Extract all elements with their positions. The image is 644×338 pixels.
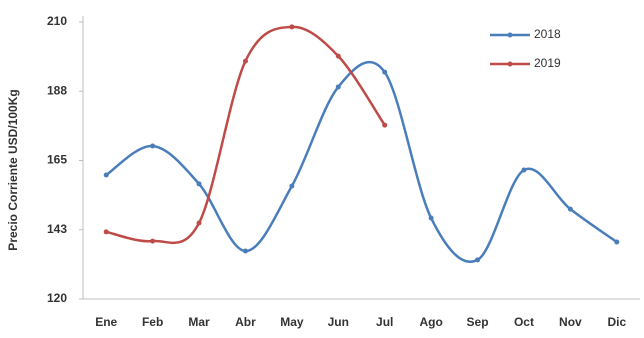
point	[289, 24, 295, 30]
point	[521, 167, 527, 173]
point	[428, 215, 434, 221]
point	[196, 181, 202, 187]
point	[289, 183, 295, 189]
point	[103, 229, 109, 235]
point	[382, 69, 388, 75]
point	[242, 248, 248, 254]
x-tick-label: May	[280, 315, 304, 329]
line	[105, 60, 618, 263]
x-tick-label: Mar	[188, 315, 210, 329]
legend-marker	[507, 61, 513, 67]
legend-label: 2018	[534, 27, 561, 41]
point	[103, 172, 109, 178]
point	[150, 238, 156, 244]
point	[196, 220, 202, 226]
point	[614, 239, 620, 245]
y-tick-label: 165	[47, 153, 67, 167]
legend-label: 2019	[534, 56, 561, 70]
point	[335, 53, 341, 59]
x-tick-label: Jun	[328, 315, 349, 329]
x-tick-label: Feb	[142, 315, 163, 329]
x-tick-label: Oct	[514, 315, 534, 329]
x-tick-label: Dic	[607, 315, 626, 329]
x-tick-label: Ago	[419, 315, 442, 329]
x-tick-label: Nov	[559, 315, 582, 329]
x-tick-label: Abr	[235, 315, 256, 329]
y-tick-label: 188	[47, 83, 67, 97]
y-tick-label: 210	[47, 14, 67, 28]
point	[242, 58, 248, 64]
x-tick-label: Sep	[467, 315, 489, 329]
point	[382, 122, 388, 128]
point	[335, 84, 341, 90]
y-axis-title: Precio Corriente USD/100Kg	[6, 89, 20, 250]
y-tick-label: 143	[47, 222, 67, 236]
point	[567, 206, 573, 212]
point	[475, 257, 481, 263]
x-tick-label: Ene	[95, 315, 117, 329]
y-tick-label: 120	[47, 291, 67, 305]
x-tick-label: Jul	[376, 315, 393, 329]
point	[150, 143, 156, 149]
legend-marker	[507, 32, 513, 38]
